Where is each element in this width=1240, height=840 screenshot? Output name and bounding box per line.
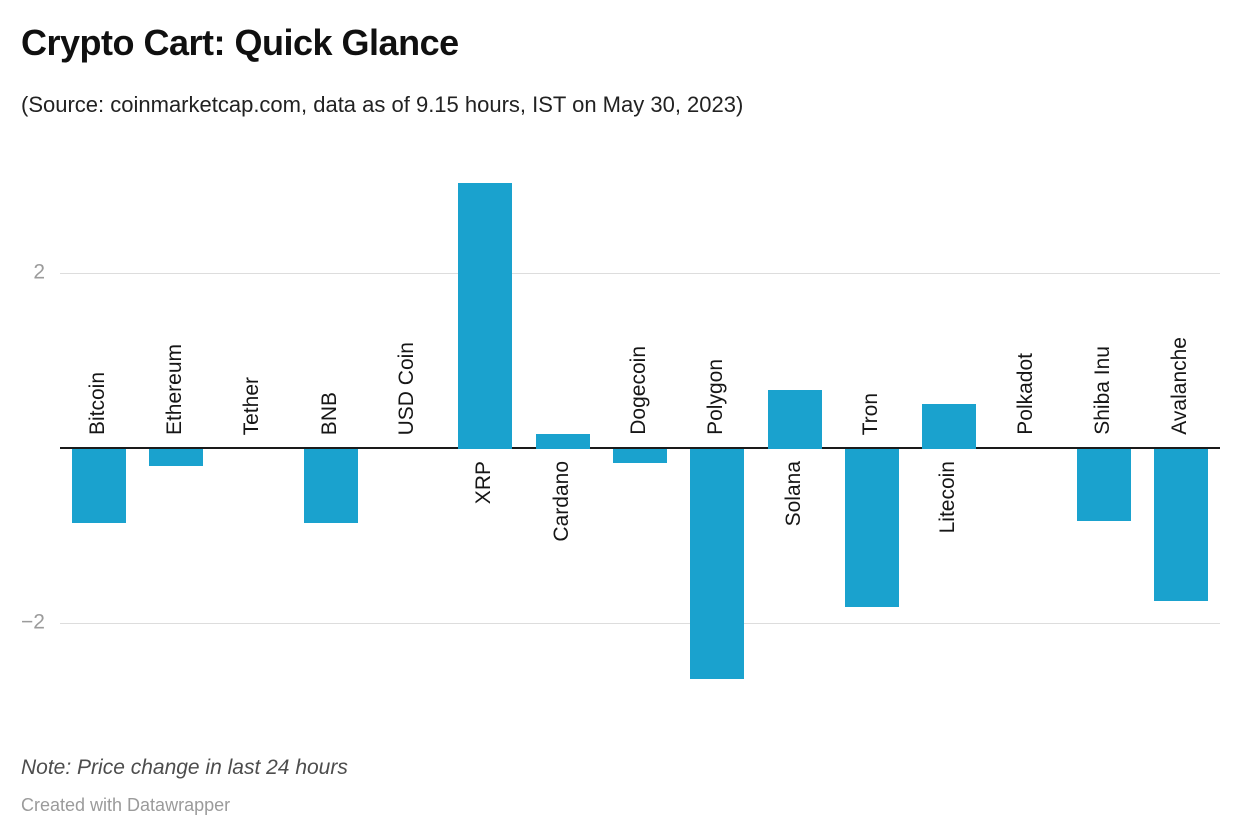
category-label-bitcoin: Bitcoin (85, 371, 109, 435)
datawrapper-credit: Created with Datawrapper (21, 795, 231, 815)
bar-bitcoin (71, 449, 126, 524)
category-label-bnb: BNB (317, 391, 341, 435)
category-label-tether: Tether (240, 376, 264, 435)
bar-xrp (458, 182, 513, 449)
category-label-avalanche: Avalanche (1168, 337, 1192, 435)
category-label-cardano: Cardano (549, 461, 573, 542)
y-axis-tick-label: −2 (21, 610, 45, 634)
bar-litecoin (922, 403, 977, 449)
y-axis-tick-label: 2 (33, 261, 45, 285)
category-label-litecoin: Litecoin (936, 461, 960, 534)
x-axis-baseline (60, 447, 1220, 449)
category-label-tron: Tron (859, 392, 882, 435)
category-label-usd-coin: USD Coin (395, 341, 418, 435)
bar-shiba-inu (1077, 449, 1131, 522)
bar-dogecoin (613, 449, 667, 463)
bar-solana (767, 389, 822, 449)
bar-avalanche (1154, 449, 1209, 601)
bar-cardano (535, 434, 590, 449)
category-label-shiba-inu: Shiba Inu (1091, 346, 1114, 435)
gridline-y--2 (60, 622, 1220, 624)
category-label-polygon: Polygon (704, 359, 728, 435)
category-label-ethereum: Ethereum (163, 343, 186, 435)
category-label-polkadot: Polkadot (1013, 353, 1037, 435)
category-label-dogecoin: Dogecoin (627, 346, 650, 435)
gridline-y-2 (60, 273, 1220, 275)
chart-note: Note: Price change in last 24 hours (21, 756, 348, 779)
category-label-solana: Solana (781, 461, 805, 527)
chart-subtitle: (Source: coinmarketcap.com, data as of 9… (21, 92, 744, 117)
bar-tron (845, 449, 899, 607)
bar-ethereum (149, 449, 203, 467)
page-title: Crypto Cart: Quick Glance (21, 22, 459, 63)
bar-polygon (690, 449, 745, 679)
category-label-xrp: XRP (472, 461, 496, 505)
bar-bnb (303, 449, 358, 524)
